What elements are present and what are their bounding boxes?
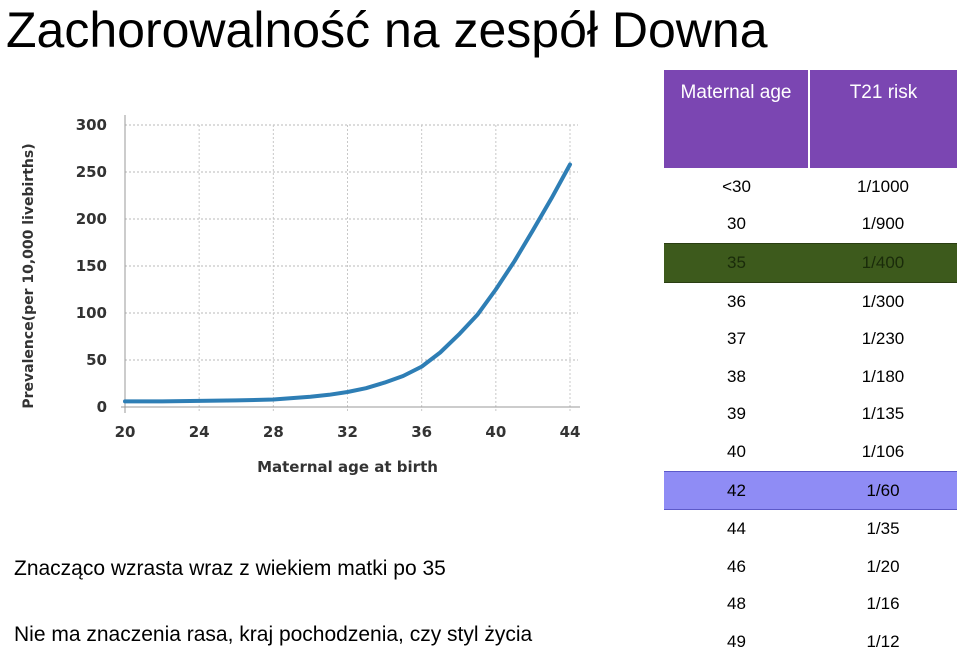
table-row: 48 1/16 [664, 586, 957, 624]
x-tick-label: 20 [115, 423, 136, 441]
cell-maternal-age: 46 [727, 556, 746, 576]
table-row: 36 1/300 [664, 282, 957, 320]
cell-maternal-age: 37 [727, 329, 746, 349]
cell-maternal-age: 49 [727, 631, 746, 651]
header-maternal-age: Maternal age [664, 70, 810, 168]
table-row: 40 1/106 [664, 433, 957, 471]
y-tick-label: 0 [97, 398, 107, 416]
table-row: 37 1/230 [664, 320, 957, 358]
y-tick-label: 150 [76, 257, 107, 275]
y-tick-label: 50 [86, 351, 107, 369]
x-tick-label: 44 [560, 423, 581, 441]
cell-maternal-age: 40 [727, 441, 746, 461]
cell-t21-risk: 1/35 [866, 519, 900, 539]
caption-no-influence: Nie ma znaczenia rasa, kraj pochodzenia,… [14, 623, 533, 646]
caption-age-increase: Znacząco wzrasta wraz z wiekiem matki po… [14, 557, 446, 580]
table-row: 42 1/60 [664, 470, 957, 511]
table-row: 30 1/900 [664, 206, 957, 244]
table-row: 39 1/135 [664, 396, 957, 434]
y-tick-label: 250 [76, 163, 107, 181]
cell-maternal-age: 38 [727, 366, 746, 386]
cell-maternal-age: 30 [727, 214, 746, 234]
y-tick-label: 200 [76, 210, 107, 228]
table-row: 46 1/20 [664, 548, 957, 586]
cell-maternal-age: 35 [664, 243, 809, 283]
cell-t21-risk: 1/135 [861, 404, 905, 424]
y-tick-label: 100 [76, 304, 107, 322]
table-row: <30 1/1000 [664, 168, 957, 206]
table-row: 49 1/12 [664, 623, 957, 661]
cell-t21-risk: 1/12 [866, 631, 900, 651]
cell-t21-risk: 1/60 [809, 470, 957, 511]
table-header-row: Maternal age T21 risk [664, 70, 957, 168]
x-tick-label: 32 [337, 423, 358, 441]
x-axis-title: Maternal age at birth [257, 458, 438, 476]
table-row: 44 1/35 [664, 510, 957, 548]
cell-t21-risk: 1/16 [866, 594, 900, 614]
cell-maternal-age: <30 [722, 176, 751, 196]
prevalence-line [123, 162, 572, 404]
cell-maternal-age: 36 [727, 291, 746, 311]
x-tick-label: 28 [263, 423, 284, 441]
x-tick-label: 40 [485, 423, 506, 441]
prevalence-chart-svg: 0 50 100 150 200 250 300 20 24 28 32 36 40 44 Maternal… [21, 115, 581, 476]
cell-t21-risk: 1/230 [861, 329, 905, 349]
slide-title: Zachorowalność na zespół Downa [6, 2, 768, 58]
cell-t21-risk: 1/900 [861, 214, 905, 234]
y-tick-label: 300 [76, 116, 107, 134]
x-tick-label: 36 [411, 423, 432, 441]
t21-risk-table: Maternal age T21 risk <30 1/1000 30 1/900 35… [664, 70, 957, 661]
cell-t21-risk: 1/180 [861, 366, 905, 386]
table-row: 35 1/400 [664, 243, 957, 283]
cell-maternal-age: 44 [727, 519, 746, 539]
prevalence-chart: 0 50 100 150 200 250 300 20 24 28 32 36 40 44 Maternal… [15, 110, 590, 490]
cell-t21-risk: 1/300 [861, 291, 905, 311]
y-axis-title: Prevalence(per 10,000 livebirths) [21, 143, 37, 408]
table-row: 38 1/180 [664, 358, 957, 396]
table-body: <30 1/1000 30 1/900 35 1/400 36 1/300 37 1/230 38 1… [664, 168, 957, 661]
cell-maternal-age: 39 [727, 404, 746, 424]
cell-t21-risk: 1/400 [809, 243, 957, 283]
x-tick-label: 24 [189, 423, 210, 441]
cell-t21-risk: 1/20 [866, 556, 900, 576]
cell-t21-risk: 1/106 [861, 441, 905, 461]
header-t21-risk: T21 risk [809, 70, 957, 168]
cell-maternal-age: 42 [664, 470, 809, 511]
cell-maternal-age: 48 [727, 594, 746, 614]
cell-t21-risk: 1/1000 [857, 176, 909, 196]
